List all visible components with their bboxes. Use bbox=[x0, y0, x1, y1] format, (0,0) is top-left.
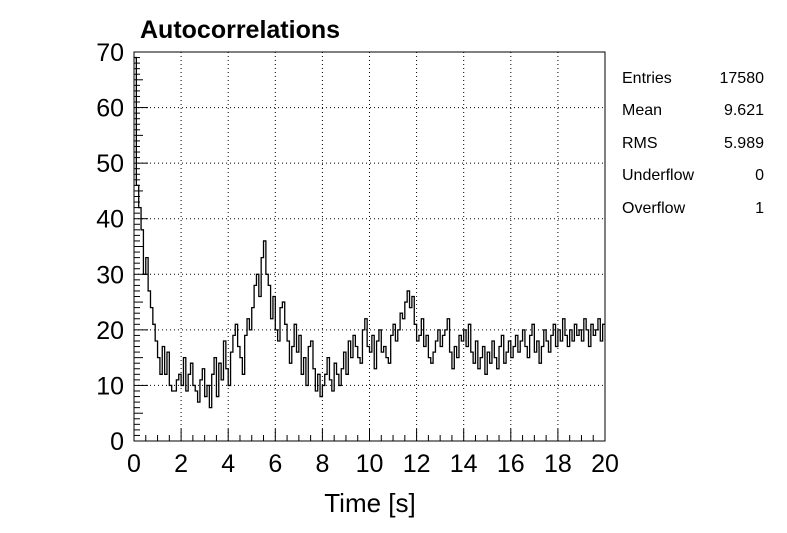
y-tick-label: 20 bbox=[96, 317, 124, 345]
x-tick-label: 20 bbox=[591, 450, 619, 478]
y-tick-label: 0 bbox=[110, 428, 124, 456]
x-tick-label: 2 bbox=[174, 450, 188, 478]
y-tick-label: 10 bbox=[96, 372, 124, 400]
stat-value: 0 bbox=[755, 167, 764, 185]
stat-row-rms: RMS 5.989 bbox=[622, 135, 764, 167]
x-tick-label: 16 bbox=[497, 450, 525, 478]
stat-label: Overflow bbox=[622, 199, 686, 217]
y-tick-label: 60 bbox=[96, 95, 124, 123]
stat-label: Mean bbox=[622, 102, 663, 120]
stat-value: 9.621 bbox=[723, 102, 764, 120]
x-tick-label: 6 bbox=[268, 450, 282, 478]
histogram-line bbox=[134, 56, 605, 409]
x-axis-label: Time [s] bbox=[324, 488, 416, 518]
y-tick-label: 40 bbox=[96, 206, 124, 234]
stat-row-mean: Mean 9.621 bbox=[622, 102, 764, 134]
x-tick-label: 18 bbox=[544, 450, 572, 478]
chart-title: Autocorrelations bbox=[140, 16, 341, 44]
y-tick-label: 50 bbox=[96, 150, 124, 178]
stats-box: Entries 17580 Mean 9.621 RMS 5.989 Under… bbox=[622, 70, 764, 232]
x-tick-label: 14 bbox=[450, 450, 478, 478]
stat-row-overflow: Overflow 1 bbox=[622, 200, 764, 232]
stat-row-entries: Entries 17580 bbox=[622, 70, 764, 102]
stat-value: 1 bbox=[755, 199, 764, 217]
stat-label: RMS bbox=[622, 134, 658, 152]
x-tick-label: 8 bbox=[315, 450, 329, 478]
axes: 0 2 4 6 8 10 12 14 16 18 20 0 10 20 30 40 50 60 70 bbox=[96, 39, 619, 478]
stat-label: Underflow bbox=[622, 167, 695, 185]
stat-row-underflow: Underflow 0 bbox=[622, 167, 764, 199]
stat-value: 5.989 bbox=[723, 134, 764, 152]
x-tick-label: 12 bbox=[403, 450, 431, 478]
x-tick-label: 0 bbox=[127, 450, 141, 478]
y-tick-label: 70 bbox=[96, 39, 124, 67]
x-tick-label: 10 bbox=[356, 450, 384, 478]
stat-label: Entries bbox=[622, 70, 672, 87]
y-tick-label: 30 bbox=[96, 261, 124, 289]
stat-value: 17580 bbox=[719, 70, 765, 87]
series-autocorrelations bbox=[134, 56, 605, 409]
x-tick-label: 4 bbox=[221, 450, 235, 478]
